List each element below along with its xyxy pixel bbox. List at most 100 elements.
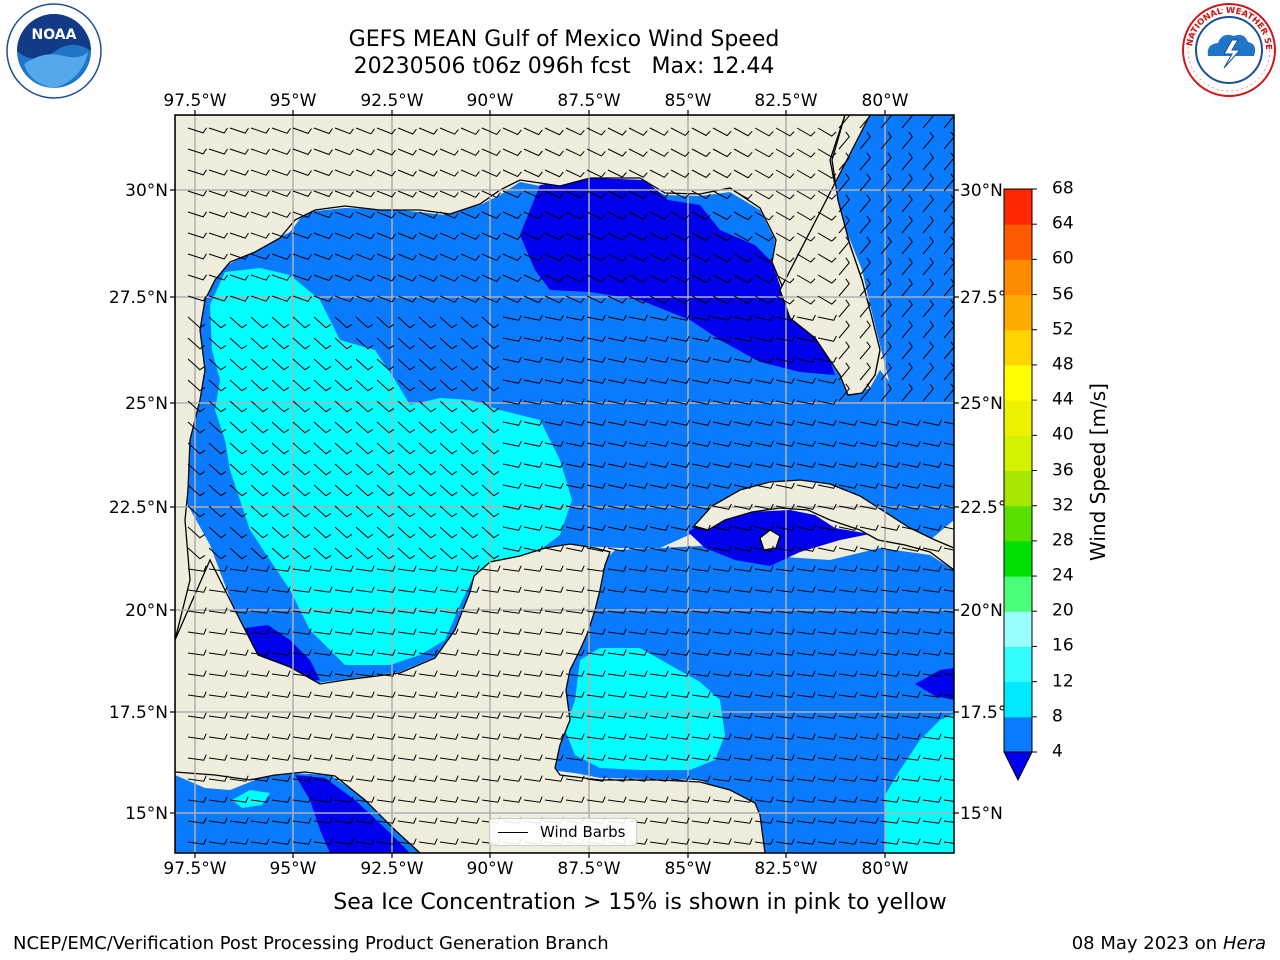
wind-barb xyxy=(460,526,479,539)
wind-barb xyxy=(208,358,227,371)
wind-barb xyxy=(544,211,564,220)
wind-barb xyxy=(229,838,249,845)
wind-barb xyxy=(796,754,816,761)
wind-barb xyxy=(901,607,921,614)
wind-barb xyxy=(187,379,206,392)
wind-barb xyxy=(901,236,913,255)
map-frame xyxy=(174,114,955,854)
wind-barb xyxy=(397,463,416,476)
wind-barb xyxy=(796,377,816,384)
wind-barb xyxy=(481,316,500,329)
wind-barb xyxy=(187,316,206,329)
wind-barb xyxy=(670,148,690,158)
wind-barb xyxy=(271,316,290,329)
wind-barb xyxy=(355,400,374,413)
colorbar-tick-label: 44 xyxy=(1052,389,1074,410)
wind-barb xyxy=(502,190,522,199)
wind-barb xyxy=(901,796,921,803)
wind-barb xyxy=(523,712,543,719)
wind-barb xyxy=(523,670,543,677)
wind-barb xyxy=(229,526,248,539)
wind-barb xyxy=(733,649,753,656)
wind-barb xyxy=(586,482,606,489)
wind-barb xyxy=(229,232,249,239)
wind-barb xyxy=(481,526,500,539)
wind-barb xyxy=(565,398,585,405)
wind-barb xyxy=(901,628,921,635)
wind-barb xyxy=(460,295,480,303)
wind-barb xyxy=(523,148,543,157)
wind-barb xyxy=(859,440,879,447)
wind-barb xyxy=(670,524,690,531)
wind-barb xyxy=(418,691,438,698)
wind-barb xyxy=(607,169,627,178)
wind-barb xyxy=(817,838,837,845)
wind-barb xyxy=(271,817,291,824)
wind-barb xyxy=(733,274,753,284)
wind-barb xyxy=(418,586,438,593)
wind-barb xyxy=(670,691,690,698)
wind-barb xyxy=(376,484,395,497)
wind-barb xyxy=(229,565,249,572)
wind-barb xyxy=(187,817,207,824)
wind-barb xyxy=(439,547,458,560)
wind-barb xyxy=(544,565,564,572)
wind-barb xyxy=(481,691,501,698)
wind-barb xyxy=(607,670,627,677)
wind-barb xyxy=(565,440,585,447)
wind-barb xyxy=(397,754,417,761)
wind-barb xyxy=(943,589,954,592)
wind-barb xyxy=(565,754,585,761)
wind-barb xyxy=(460,253,480,261)
wind-barb xyxy=(712,796,732,803)
wind-barb xyxy=(943,694,954,697)
wind-barb xyxy=(334,607,354,614)
wind-barb xyxy=(544,398,564,405)
wind-barb xyxy=(355,817,375,824)
wind-barb xyxy=(775,503,795,510)
wind-barb xyxy=(670,586,690,593)
wind-barb xyxy=(397,442,416,455)
wind-barb xyxy=(376,463,395,476)
wind-barb xyxy=(586,295,606,304)
wind-barb xyxy=(481,586,501,593)
wind-barb xyxy=(460,337,479,350)
wind-barb xyxy=(607,691,627,698)
wind-barb xyxy=(754,232,774,242)
wind-barb xyxy=(523,253,543,262)
wind-barb xyxy=(376,190,396,198)
wind-barb xyxy=(733,817,753,824)
wind-barb xyxy=(796,691,816,698)
wind-barb xyxy=(775,796,795,803)
axis-ticks xyxy=(170,110,959,858)
wind-barb xyxy=(670,295,690,305)
wind-barb xyxy=(502,314,522,321)
wind-barb xyxy=(334,775,354,782)
wind-barb xyxy=(796,419,816,426)
wind-barb xyxy=(712,586,732,593)
wind-barb xyxy=(523,691,543,698)
colorbar-tick-label: 16 xyxy=(1052,635,1074,656)
wind-barb xyxy=(838,775,858,782)
wind-barb xyxy=(922,524,942,531)
wind-barb xyxy=(313,148,333,156)
wind-barb xyxy=(607,211,627,220)
wind-barb xyxy=(817,190,837,200)
wind-barb xyxy=(775,754,795,761)
wind-barb xyxy=(376,733,396,740)
wind-barb xyxy=(943,341,954,360)
wind-barb xyxy=(880,607,900,614)
wind-barb xyxy=(838,236,850,255)
wind-barb xyxy=(355,565,375,572)
wind-barb xyxy=(901,754,921,761)
wind-barb xyxy=(733,419,753,426)
wind-barb xyxy=(817,295,837,305)
wind-barb xyxy=(502,377,522,384)
wind-barb xyxy=(796,211,816,221)
wind-barb xyxy=(187,358,206,371)
wind-barb xyxy=(733,377,753,384)
wind-barb xyxy=(313,463,332,476)
wind-barb xyxy=(460,565,480,572)
wind-barb xyxy=(481,127,501,136)
wind-barb xyxy=(187,274,207,281)
